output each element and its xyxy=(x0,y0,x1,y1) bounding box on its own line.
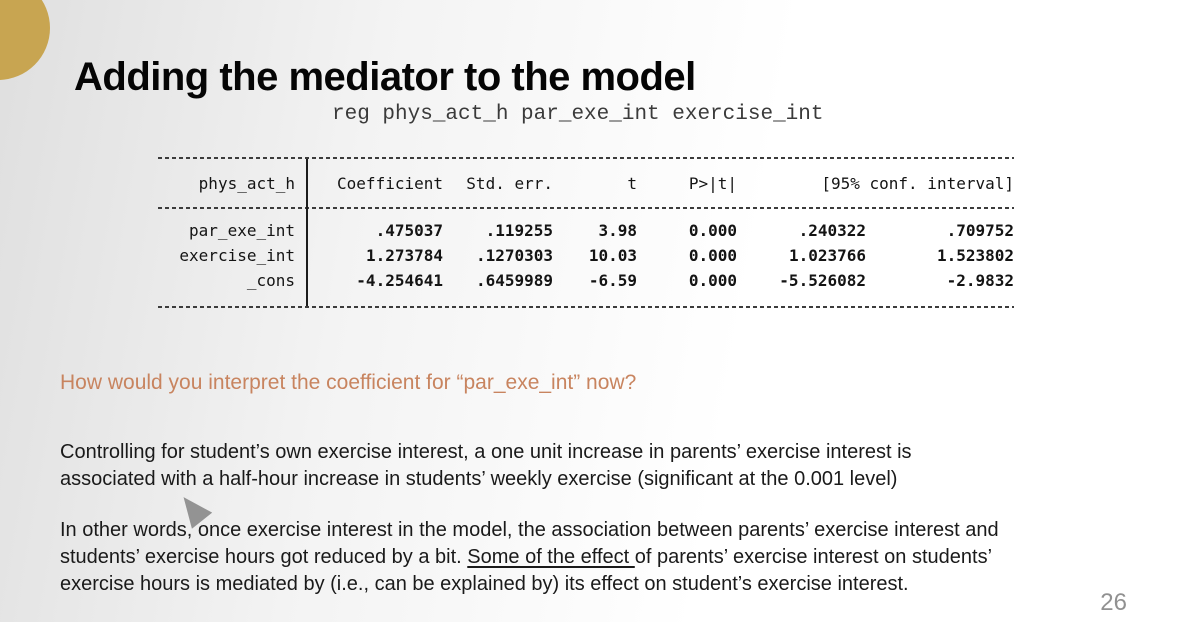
header-std-err: Std. err. xyxy=(466,174,553,193)
table-row: exercise_int 1.273784 .1270303 10.03 0.0… xyxy=(158,243,1014,268)
table-vertical-rule xyxy=(306,159,308,306)
table-top-rule xyxy=(158,157,1014,159)
header-p: P>|t| xyxy=(688,174,737,193)
ci-high-value: 1.523802 xyxy=(936,246,1014,265)
table-bottom-rule xyxy=(158,306,1014,308)
row-label: par_exe_int xyxy=(189,221,295,240)
ci-low-value: .240322 xyxy=(798,221,866,240)
mediation-text-part2: of parents’ exercise interest on student… xyxy=(60,546,993,595)
p-value: 0.000 xyxy=(688,271,737,290)
interpretation-question: How would you interpret the coefficient … xyxy=(60,371,637,394)
std-err-value: .6459989 xyxy=(475,271,553,290)
interpretation-paragraph: Controlling for student’s own exercise i… xyxy=(60,441,912,490)
coef-value: 1.273784 xyxy=(365,246,443,265)
dep-var-label: phys_act_h xyxy=(198,174,295,193)
ci-low-value: 1.023766 xyxy=(788,246,866,265)
table-mid-rule xyxy=(158,207,1014,209)
p-value: 0.000 xyxy=(688,246,737,265)
header-t: t xyxy=(627,174,637,193)
mediation-text-part1: In other words, once exercise interest i… xyxy=(60,519,999,568)
coef-value: .475037 xyxy=(375,221,443,240)
p-value: 0.000 xyxy=(688,221,737,240)
header-conf-interval: [95% conf. interval] xyxy=(821,174,1014,193)
mediation-paragraph: In other words, once exercise interest i… xyxy=(60,517,1178,598)
t-value: 3.98 xyxy=(598,221,637,240)
table-row: par_exe_int .475037 .119255 3.98 0.000 .… xyxy=(158,218,1014,243)
table-header-row: phys_act_h Coefficient Std. err. t P>|t|… xyxy=(158,159,1014,207)
coef-value: -4.254641 xyxy=(356,271,443,290)
page-number: 26 xyxy=(1100,589,1127,616)
table-row: _cons -4.254641 .6459989 -6.59 0.000 -5.… xyxy=(158,268,1014,293)
t-value: -6.59 xyxy=(588,271,637,290)
row-label: _cons xyxy=(246,271,295,290)
std-err-value: .1270303 xyxy=(475,246,553,265)
std-err-value: .119255 xyxy=(485,221,553,240)
ci-high-value: -2.9832 xyxy=(946,271,1014,290)
mediation-text-underlined: Some of the effect xyxy=(467,546,635,568)
table-body: par_exe_int .475037 .119255 3.98 0.000 .… xyxy=(158,209,1014,306)
stata-command-text: reg phys_act_h par_exe_int exercise_int xyxy=(332,103,824,126)
regression-table: phys_act_h Coefficient Std. err. t P>|t|… xyxy=(158,157,1014,308)
ci-high-value: .709752 xyxy=(946,221,1014,240)
t-value: 10.03 xyxy=(588,246,637,265)
slide-title: Adding the mediator to the model xyxy=(74,54,696,99)
row-label: exercise_int xyxy=(179,246,295,265)
corner-accent-circle xyxy=(0,0,50,80)
header-coefficient: Coefficient xyxy=(337,174,443,193)
ci-low-value: -5.526082 xyxy=(779,271,866,290)
